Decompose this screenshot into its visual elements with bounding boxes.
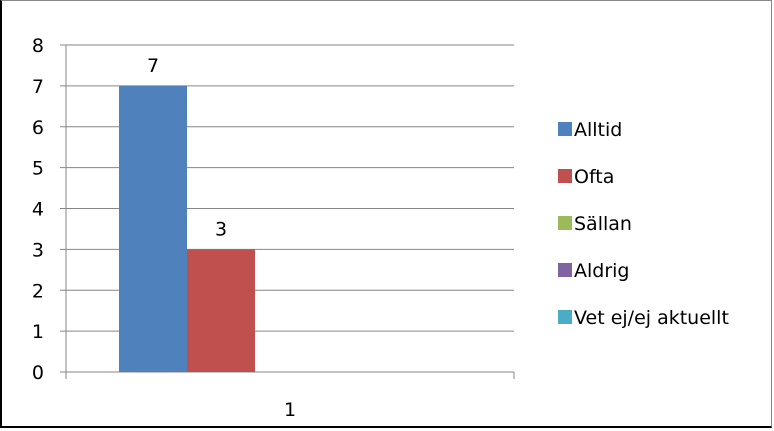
- bars: [119, 85, 255, 372]
- legend-swatch: [558, 263, 572, 277]
- legend-label: Aldrig: [574, 260, 630, 282]
- y-tick-label: 3: [32, 239, 44, 261]
- y-tick-label: 4: [32, 199, 44, 221]
- y-tick-label: 1: [32, 321, 44, 343]
- axes: 0 1 2 3 4 5 6 7 8 1: [32, 35, 515, 421]
- legend-swatch: [558, 216, 572, 230]
- legend-swatch: [558, 122, 572, 136]
- y-tick-label: 8: [32, 35, 44, 57]
- legend-swatch: [558, 169, 572, 183]
- legend-label: Sällan: [574, 213, 632, 235]
- y-tick-label: 0: [32, 362, 44, 384]
- bar-ofta: [187, 249, 255, 372]
- y-tick-label: 6: [32, 117, 44, 139]
- data-label: 7: [147, 55, 159, 77]
- bar-alltid: [119, 85, 187, 372]
- legend-swatch: [558, 310, 572, 324]
- legend-label: Vet ej/ej aktuellt: [574, 307, 729, 329]
- x-tick-label: 1: [284, 399, 296, 421]
- legend-label: Ofta: [574, 166, 614, 188]
- legend-label: Alltid: [574, 119, 622, 141]
- legend: Alltid Ofta Sällan Aldrig Vet ej/ej aktuellt: [558, 119, 729, 329]
- y-tick-label: 2: [32, 280, 44, 302]
- data-labels: 73: [147, 55, 227, 241]
- y-tick-label: 5: [32, 158, 44, 180]
- y-tick-label: 7: [32, 76, 44, 98]
- data-label: 3: [215, 218, 227, 240]
